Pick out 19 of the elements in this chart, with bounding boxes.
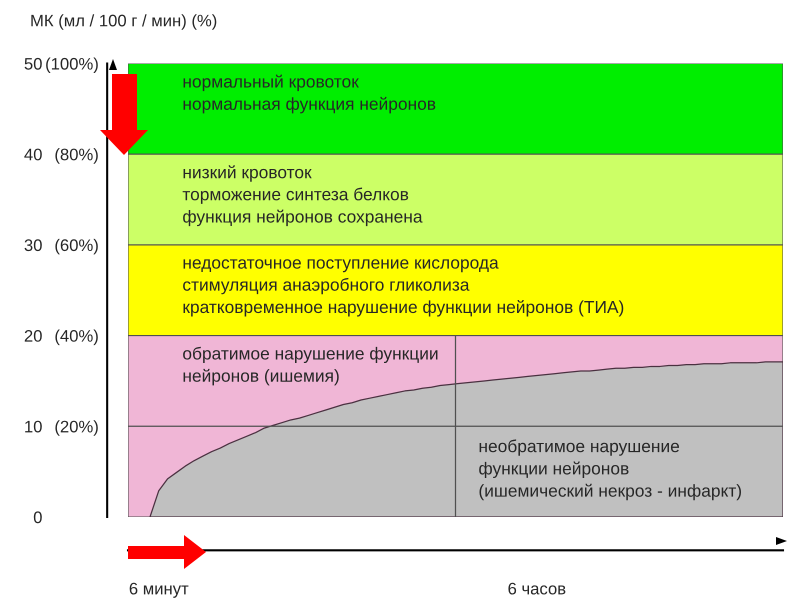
x-tick-label: 6 часов xyxy=(508,582,566,595)
y-tick-label: 50 xyxy=(24,58,42,70)
x-tick-label: 6 минут xyxy=(130,582,188,598)
y2-tick-label: (80%) xyxy=(55,148,98,164)
y2-tick-label: (60%) xyxy=(55,238,98,254)
band-label: обратимое нарушение функции нейронов (ишемия) xyxy=(183,346,438,386)
y-tick-label: 40 xyxy=(24,148,42,160)
y-tick-label: 30 xyxy=(24,239,42,252)
y-tick-label: 0 xyxy=(34,511,42,524)
band-label: нормальный кровоток нормальная функция нейронов xyxy=(184,74,436,114)
y-tick-label: 10 xyxy=(25,420,42,433)
band-label: низкий кровоток торможение синтеза белков функция нейронов сохранена xyxy=(182,165,423,226)
y-tick-label: 20 xyxy=(24,330,42,342)
series-label: необратимое нарушение функции нейронов (ишемический некроз - инфаркт) xyxy=(479,439,741,500)
y2-tick-label: (20%) xyxy=(55,420,98,436)
band-label: недостаточное поступление кислорода стимуляция анаэробного гликолиза кратковременное нарушение функции нейронов (ТИА) xyxy=(183,259,624,317)
y2-tick-label: (40%) xyxy=(55,330,98,346)
y2-tick-label: (100%) xyxy=(46,57,98,73)
y2-axis-title: МК (мл / 100 г / мин) (%) xyxy=(31,14,216,30)
